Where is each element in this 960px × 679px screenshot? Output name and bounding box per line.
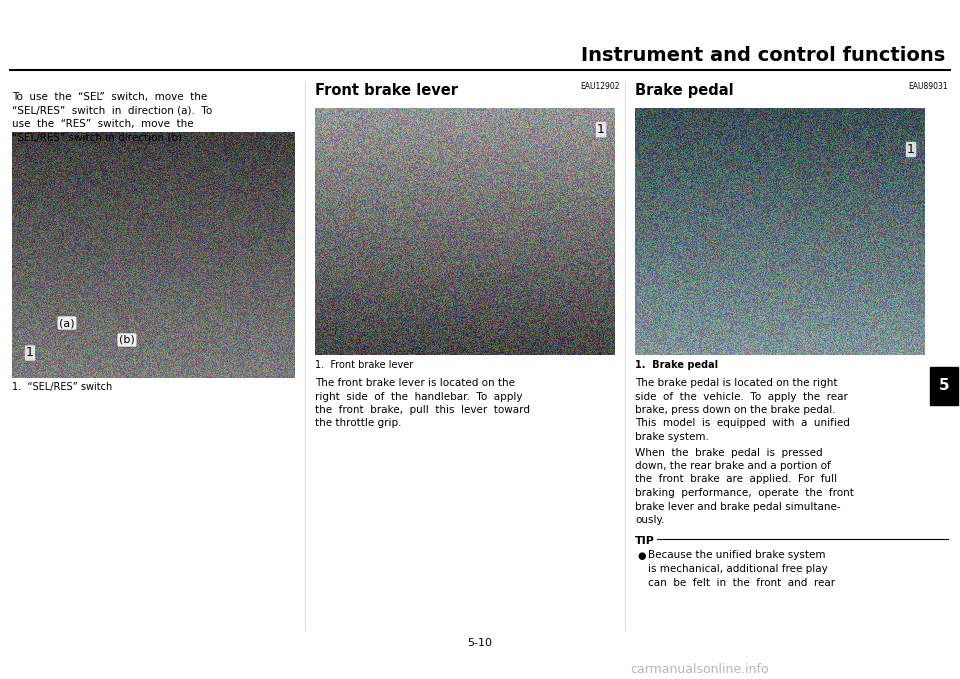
Text: “SEL/RES” switch in direction (b).: “SEL/RES” switch in direction (b). xyxy=(12,132,185,143)
Text: (a): (a) xyxy=(60,318,75,328)
Text: “SEL/RES”  switch  in  direction (a).  To: “SEL/RES” switch in direction (a). To xyxy=(12,105,212,115)
Text: brake system.: brake system. xyxy=(635,432,708,442)
Text: 1: 1 xyxy=(26,346,34,359)
Text: use  the  “RES”  switch,  move  the: use the “RES” switch, move the xyxy=(12,119,194,129)
Text: Instrument and control functions: Instrument and control functions xyxy=(581,46,945,65)
Text: 1: 1 xyxy=(597,123,605,136)
Text: brake lever and brake pedal simultane-: brake lever and brake pedal simultane- xyxy=(635,502,841,511)
Text: (b): (b) xyxy=(119,335,134,345)
FancyBboxPatch shape xyxy=(930,367,958,405)
Text: 5: 5 xyxy=(939,378,949,394)
Text: Front brake lever: Front brake lever xyxy=(315,83,458,98)
Text: is mechanical, additional free play: is mechanical, additional free play xyxy=(648,564,828,574)
Text: the  front  brake  are  applied.  For  full: the front brake are applied. For full xyxy=(635,475,837,485)
Text: ●: ● xyxy=(637,551,645,560)
Text: To  use  the  “SEL”  switch,  move  the: To use the “SEL” switch, move the xyxy=(12,92,207,102)
Text: EAU12902: EAU12902 xyxy=(581,82,620,91)
Text: can  be  felt  in  the  front  and  rear: can be felt in the front and rear xyxy=(648,578,835,587)
Text: This  model  is  equipped  with  a  unified: This model is equipped with a unified xyxy=(635,418,850,428)
Text: 1.  Front brake lever: 1. Front brake lever xyxy=(315,360,413,370)
Text: carmanualsonline.info: carmanualsonline.info xyxy=(631,663,769,676)
Text: brake, press down on the brake pedal.: brake, press down on the brake pedal. xyxy=(635,405,835,415)
Text: 5-10: 5-10 xyxy=(468,638,492,648)
Text: 1.  Brake pedal: 1. Brake pedal xyxy=(635,360,718,370)
Text: 1: 1 xyxy=(907,143,915,156)
Text: TIP: TIP xyxy=(635,536,655,547)
Text: down, the rear brake and a portion of: down, the rear brake and a portion of xyxy=(635,461,830,471)
Text: the  front  brake,  pull  this  lever  toward: the front brake, pull this lever toward xyxy=(315,405,530,415)
Text: ously.: ously. xyxy=(635,515,664,525)
Text: When  the  brake  pedal  is  pressed: When the brake pedal is pressed xyxy=(635,447,823,458)
Text: EAU89031: EAU89031 xyxy=(908,82,948,91)
Text: The front brake lever is located on the: The front brake lever is located on the xyxy=(315,378,515,388)
Text: Brake pedal: Brake pedal xyxy=(635,83,733,98)
Text: The brake pedal is located on the right: The brake pedal is located on the right xyxy=(635,378,837,388)
Text: right  side  of  the  handlebar.  To  apply: right side of the handlebar. To apply xyxy=(315,392,522,401)
Text: the throttle grip.: the throttle grip. xyxy=(315,418,401,428)
Text: side  of  the  vehicle.  To  apply  the  rear: side of the vehicle. To apply the rear xyxy=(635,392,848,401)
Text: Because the unified brake system: Because the unified brake system xyxy=(648,551,826,560)
Text: 1.  “SEL/RES” switch: 1. “SEL/RES” switch xyxy=(12,382,112,392)
Text: braking  performance,  operate  the  front: braking performance, operate the front xyxy=(635,488,853,498)
